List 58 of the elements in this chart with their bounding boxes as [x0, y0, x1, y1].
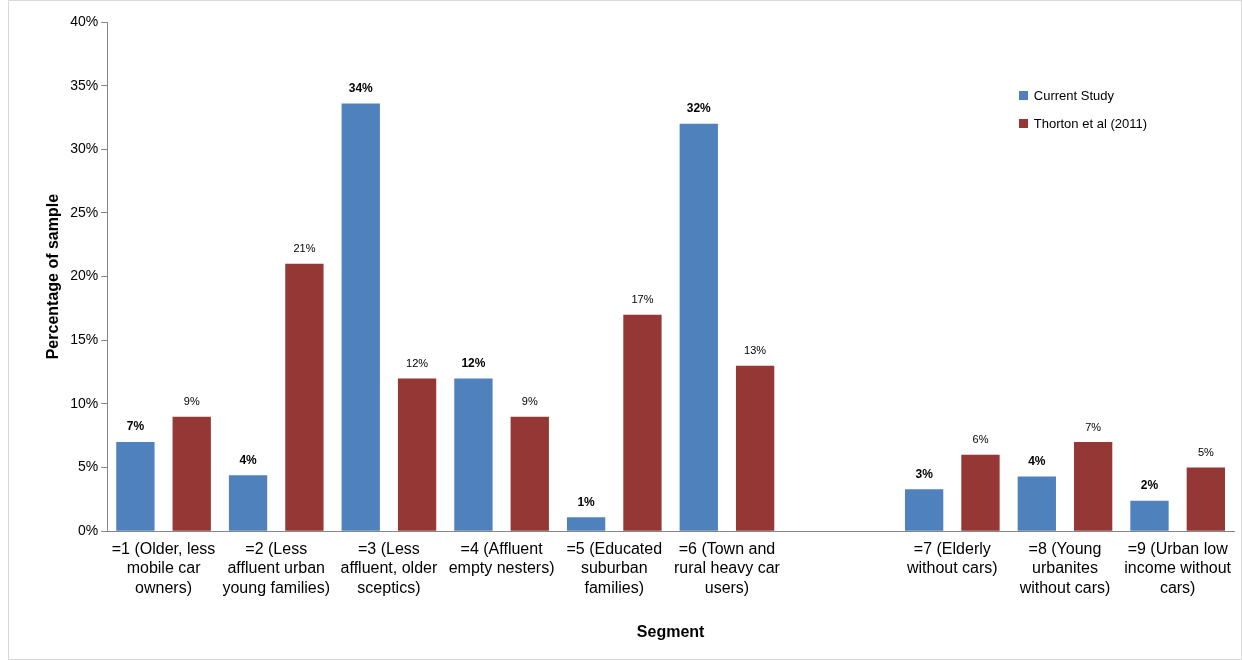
data-label: 21%: [293, 242, 316, 255]
x-tick-label: =4 (Affluent empty nesters): [448, 540, 555, 577]
data-label: 12%: [406, 356, 429, 369]
data-label: 13%: [744, 344, 767, 357]
bar: [1130, 500, 1169, 531]
data-label: 6%: [972, 433, 989, 446]
bar: [735, 365, 775, 531]
data-label: 4%: [1028, 453, 1046, 468]
y-tick-label: 0%: [77, 522, 99, 539]
bar: [454, 378, 493, 531]
bar: [566, 517, 606, 531]
data-label: 2%: [1140, 477, 1159, 492]
bar: [679, 123, 718, 531]
x-tick-label: =5 (Educated suburban families): [566, 540, 663, 596]
legend-label: Current Study: [1033, 88, 1114, 103]
data-label: 3%: [915, 466, 934, 481]
bar: [397, 378, 437, 531]
bar: [285, 263, 324, 531]
data-label: 5%: [1197, 446, 1214, 459]
bar: [1074, 442, 1113, 531]
x-tick-label: =9 (Urban low income without cars): [1124, 540, 1232, 596]
legend-label: Thorton et al (2011): [1033, 116, 1147, 131]
bar: [961, 454, 1000, 531]
data-label: 32%: [686, 101, 712, 116]
data-label: 9%: [183, 395, 200, 408]
bar: [1017, 476, 1056, 531]
data-label: 7%: [126, 419, 145, 434]
y-tick-label: 5%: [77, 458, 99, 475]
bar: [510, 416, 549, 531]
bar: [623, 314, 662, 531]
bar: [228, 475, 268, 531]
y-tick-label: 35%: [70, 76, 99, 93]
data-label: 7%: [1085, 420, 1102, 433]
data-label: 1%: [577, 494, 596, 509]
x-tick-label: =1 (Older, less mobile car owners): [111, 540, 216, 596]
data-label: 4%: [239, 452, 258, 467]
y-axis-title: Percentage of sample: [44, 193, 62, 360]
y-tick-label: 15%: [70, 331, 99, 348]
data-label: 17%: [631, 293, 654, 306]
x-tick-label: =8 (Young urbanites without cars): [1018, 540, 1111, 596]
bar: [116, 442, 155, 531]
data-label: 12%: [461, 355, 486, 370]
data-label: 34%: [348, 80, 374, 95]
bar: [1186, 467, 1225, 531]
y-tick-label: 40%: [70, 12, 99, 29]
y-tick-label: 25%: [70, 203, 99, 220]
x-tick-label: =3 (Less affluent, older sceptics): [340, 540, 438, 596]
x-axis-title: Segment: [636, 622, 706, 640]
bar: [341, 103, 380, 531]
x-tick-label: =6 (Town and rural heavy car users): [674, 540, 781, 596]
bar: [172, 416, 211, 531]
y-tick-label: 10%: [70, 394, 99, 411]
bar: [904, 489, 944, 531]
x-tick-label: =7 (Elderly without cars): [905, 540, 998, 577]
y-tick-label: 20%: [70, 267, 99, 284]
y-tick-label: 30%: [70, 140, 99, 157]
data-label: 9%: [521, 395, 538, 408]
x-tick-label: =2 (Less affluent urban young families): [222, 540, 331, 596]
